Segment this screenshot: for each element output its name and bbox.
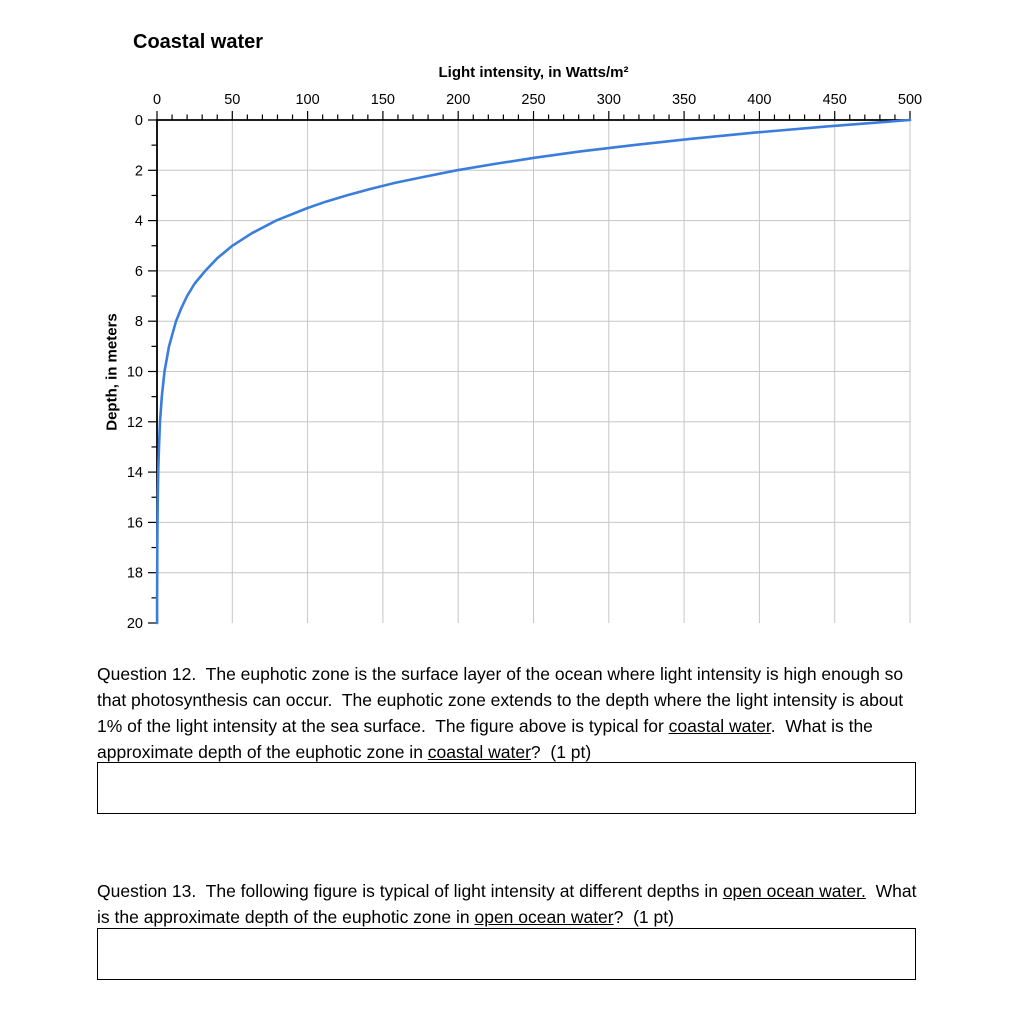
chart-title: Coastal water xyxy=(133,31,264,53)
y-tick-label: 12 xyxy=(127,415,143,431)
underlined-text: coastal water xyxy=(668,716,771,736)
x-tick-label: 50 xyxy=(224,92,240,108)
question-13-answer-box[interactable] xyxy=(97,928,916,980)
light-intensity-depth-chart: 0 50 100 150 200 250 300 350 400 450 500 0 2 4 6 8 10 12 1… xyxy=(127,92,922,632)
y-tick-label: 10 xyxy=(127,365,143,381)
underlined-text: open ocean water. xyxy=(722,881,866,901)
x-tick-label: 400 xyxy=(747,92,771,108)
x-tick-label: 300 xyxy=(597,92,621,108)
y-tick-label: 18 xyxy=(127,566,143,582)
y-tick-label: 16 xyxy=(127,515,143,531)
y-tick-label: 0 xyxy=(135,113,143,129)
light-intensity-curve xyxy=(155,118,912,625)
x-tick-label: 150 xyxy=(371,92,395,108)
text-run: . What is the approximate depth of the e… xyxy=(97,716,878,762)
x-tick-label: 100 xyxy=(295,92,319,108)
underlined-text: coastal water xyxy=(427,742,531,762)
text-run: What is the approximate depth of the eup… xyxy=(97,881,922,927)
axis-ticks xyxy=(148,111,911,624)
y-tick-label: 2 xyxy=(135,163,143,179)
y-tick-label: 20 xyxy=(127,616,143,632)
x-tick-label: 250 xyxy=(521,92,545,108)
x-tick-label: 350 xyxy=(672,92,696,108)
text-run: ? (1 pt) xyxy=(613,907,674,927)
y-tick-label: 8 xyxy=(135,314,143,330)
question-13-text: Question 13. The following figure is typ… xyxy=(97,878,925,930)
question-12-text: Question 12. The euphotic zone is the su… xyxy=(97,661,925,765)
tick-labels: 0 50 100 150 200 250 300 350 400 450 500 0 2 4 6 8 10 12 1… xyxy=(127,92,922,632)
text-run: Question 12. The euphotic zone is the su… xyxy=(97,664,909,736)
text-run: Question 13. The following figure is typ… xyxy=(97,881,723,901)
x-tick-label: 200 xyxy=(446,92,470,108)
text-run: ? (1 pt) xyxy=(530,742,592,762)
x-tick-label: 0 xyxy=(153,92,161,108)
question-12-answer-box[interactable] xyxy=(97,762,916,814)
underlined-text: open ocean water xyxy=(474,907,614,927)
gridlines xyxy=(157,120,911,623)
y-tick-label: 6 xyxy=(135,264,143,280)
x-tick-label: 450 xyxy=(823,92,847,108)
x-axis-title: Light intensity, in Watts/m² xyxy=(438,64,629,81)
y-tick-label: 4 xyxy=(135,214,143,230)
x-tick-label: 500 xyxy=(898,92,922,108)
y-tick-label: 14 xyxy=(127,465,143,481)
